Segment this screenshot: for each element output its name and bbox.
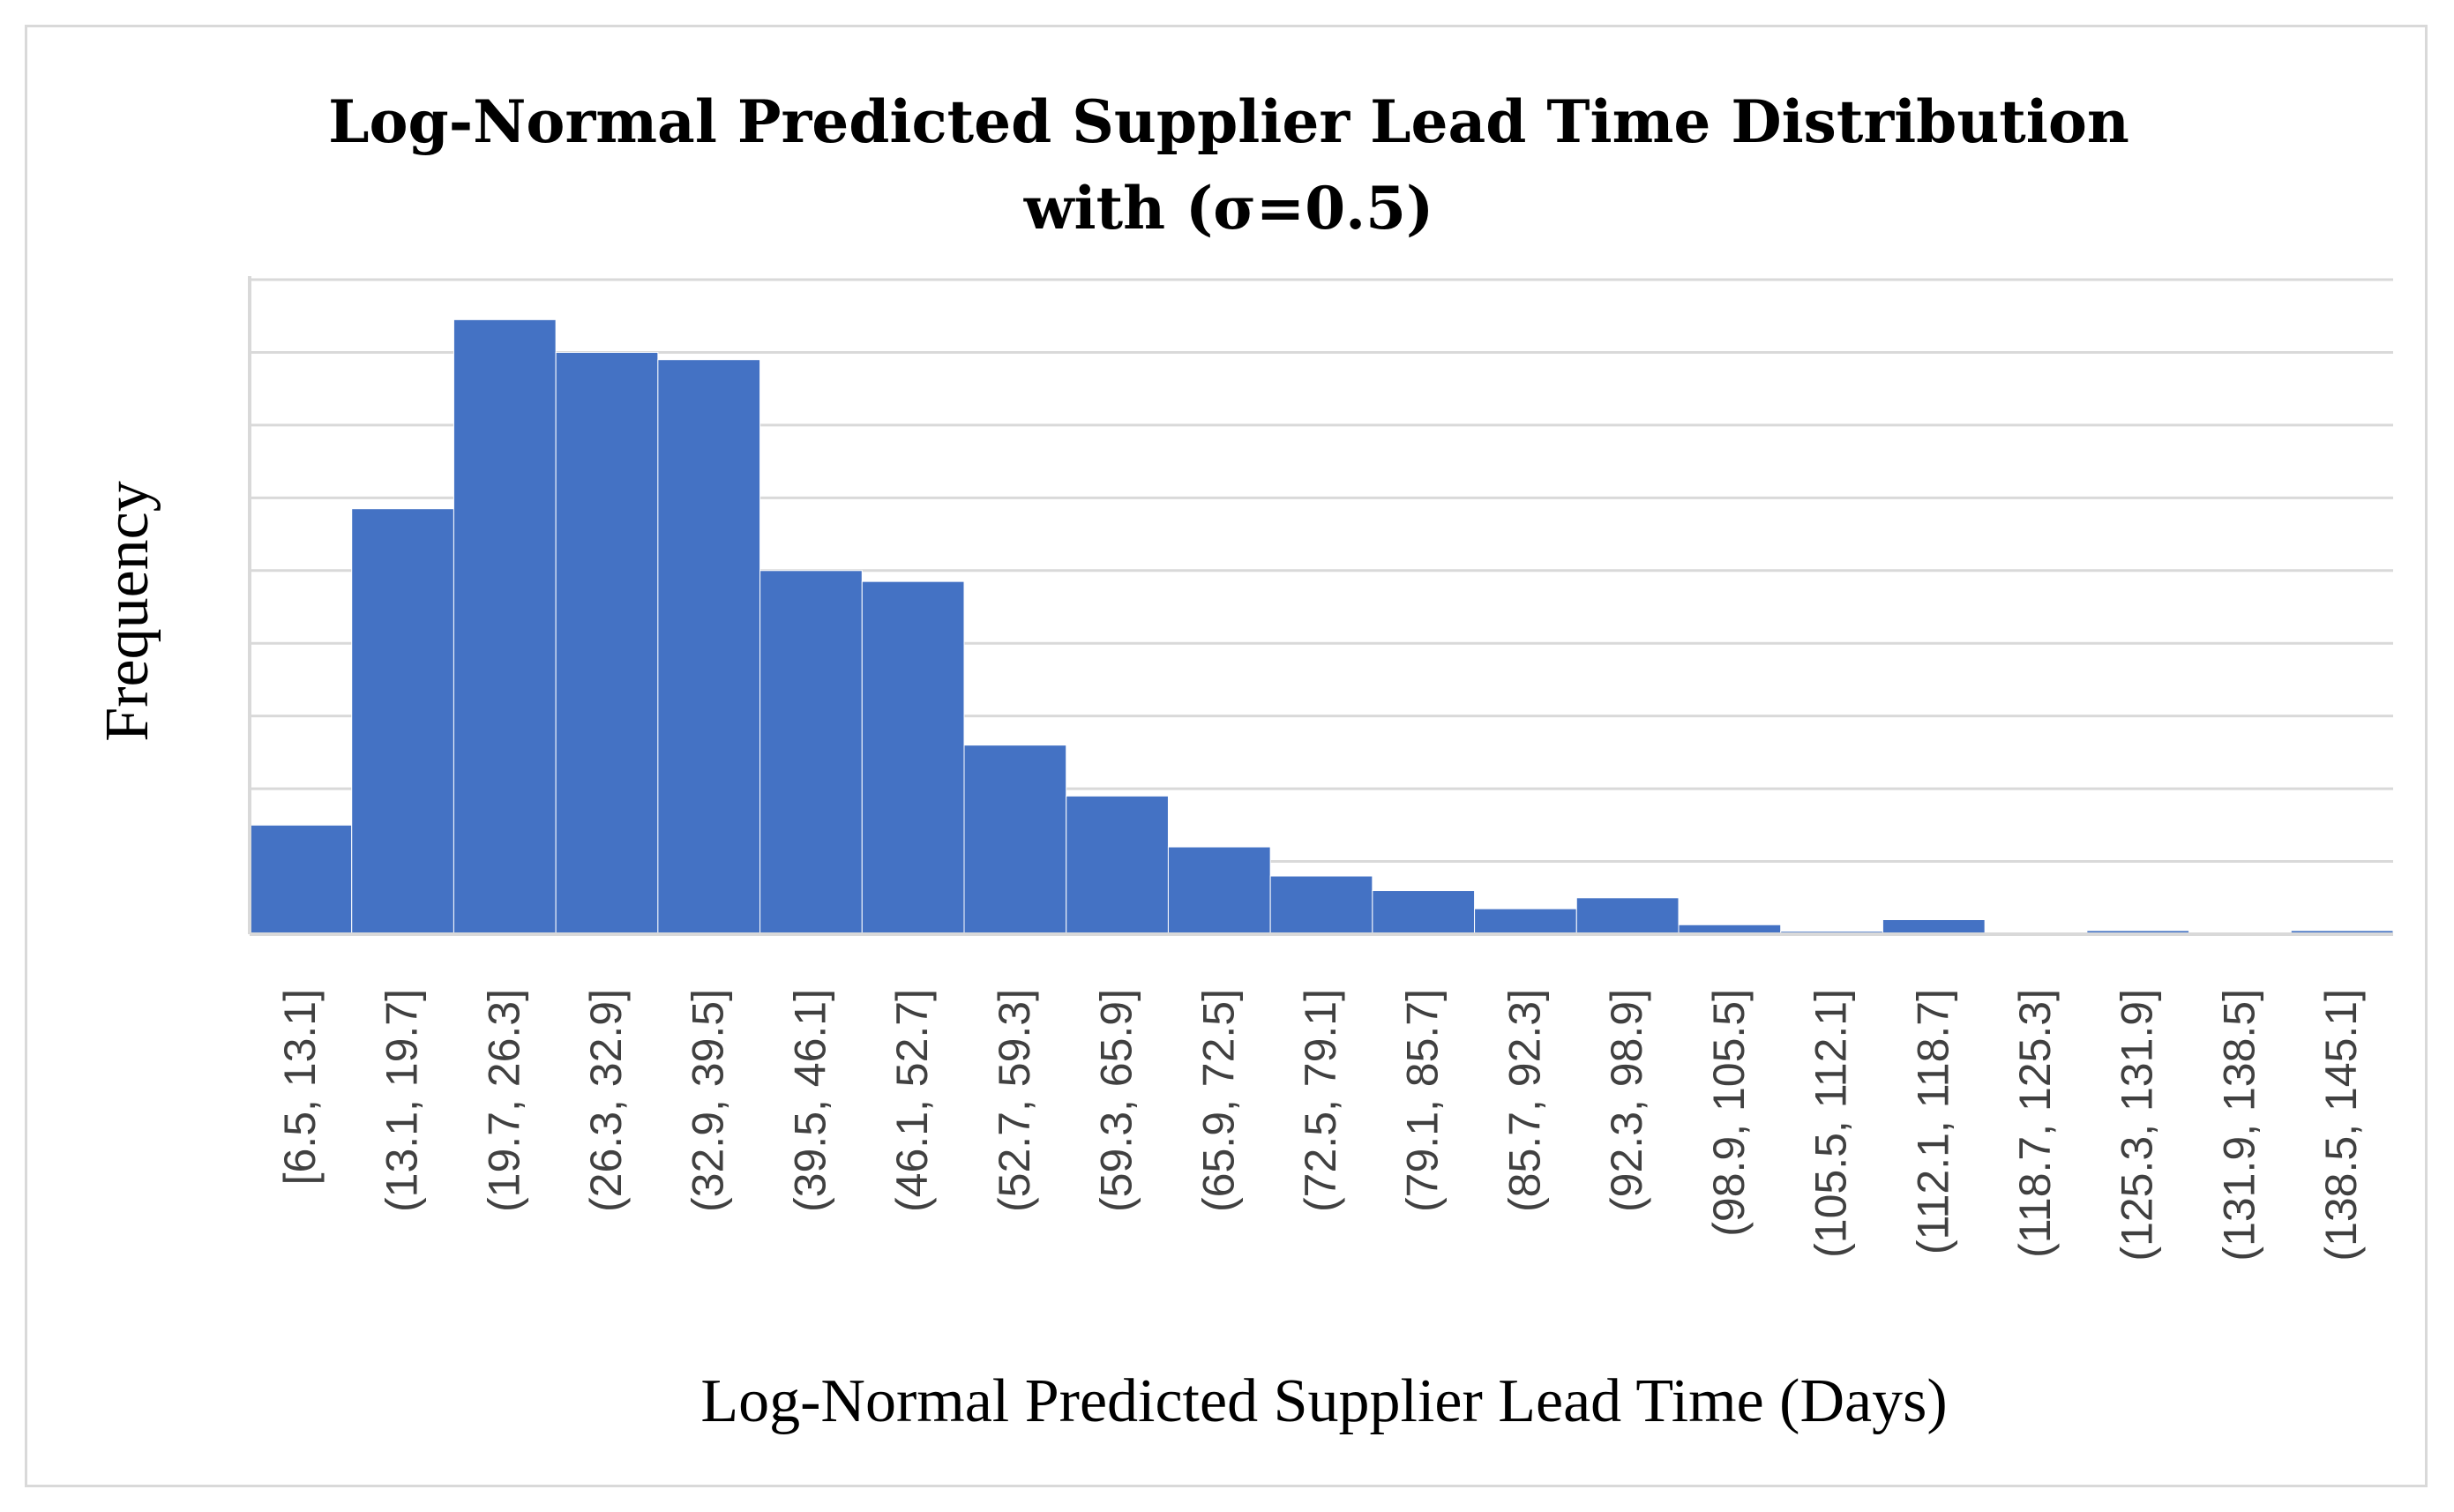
x-axis-title: Log-Normal Predicted Supplier Lead Time … <box>700 1367 1947 1435</box>
bar <box>657 359 761 935</box>
x-tick-label: (131.9, 138.5] <box>2214 989 2263 1261</box>
x-tick-label: (138.5, 145.1] <box>2316 989 2366 1261</box>
bar <box>963 745 1067 935</box>
x-tick-label: (26.3, 32.9] <box>581 989 631 1212</box>
x-tick-labels: [6.5, 13.1] (13.1, 19.7] (19.7, 26.3] (26.3… <box>275 989 2366 1261</box>
x-tick-label: (92.3, 98.9] <box>1602 989 1651 1212</box>
bar <box>555 351 659 935</box>
x-tick-label: [6.5, 13.1] <box>275 989 325 1185</box>
x-tick-label: (19.7, 26.3] <box>479 989 528 1212</box>
x-tick-label: (52.7, 59.3] <box>990 989 1039 1212</box>
chart-subtitle: with (σ=0.5) <box>1023 174 1434 243</box>
bars-group <box>249 318 2394 935</box>
x-tick-label: (79.1, 85.7] <box>1398 989 1448 1212</box>
bar <box>1575 897 1680 935</box>
x-tick-label: (13.1, 19.7] <box>378 989 427 1212</box>
bar <box>1372 890 1476 935</box>
bar <box>249 824 353 935</box>
x-tick-label: (46.1, 52.7] <box>887 989 937 1212</box>
x-tick-label: (125.3, 131.9] <box>2113 989 2162 1261</box>
bar <box>1167 846 1271 935</box>
bar <box>453 318 557 935</box>
x-tick-label: (105.5, 112.1] <box>1807 989 1856 1258</box>
x-tick-label: (32.9, 39.5] <box>684 989 733 1212</box>
histogram-chart: Log-Normal Predicted Supplier Lead Time … <box>94 87 2394 1435</box>
bar <box>1882 919 1986 935</box>
bar <box>351 508 454 935</box>
x-tick-label: (118.7, 125.3] <box>2010 989 2060 1258</box>
bar <box>759 570 863 935</box>
bar <box>1066 795 1169 935</box>
bar <box>861 580 965 935</box>
y-axis-title: Frequency <box>94 481 161 741</box>
chart-title: Log-Normal Predicted Supplier Lead Time … <box>328 87 2129 156</box>
x-tick-label: (85.7, 92.3] <box>1500 989 1549 1212</box>
x-tick-label: (98.9, 105.5] <box>1704 989 1754 1237</box>
bar <box>1269 875 1373 935</box>
chart-frame: Log-Normal Predicted Supplier Lead Time … <box>25 25 2428 1487</box>
x-tick-label: (112.1, 118.7] <box>1908 989 1957 1254</box>
x-tick-label: (65.9, 72.5] <box>1193 989 1243 1212</box>
x-tick-label: (59.3, 65.9] <box>1092 989 1141 1212</box>
x-tick-label: (39.5, 46.1] <box>785 989 834 1212</box>
axes-group <box>248 276 2393 936</box>
bar <box>1474 908 1577 935</box>
x-tick-label: (72.5, 79.1] <box>1296 989 1345 1212</box>
